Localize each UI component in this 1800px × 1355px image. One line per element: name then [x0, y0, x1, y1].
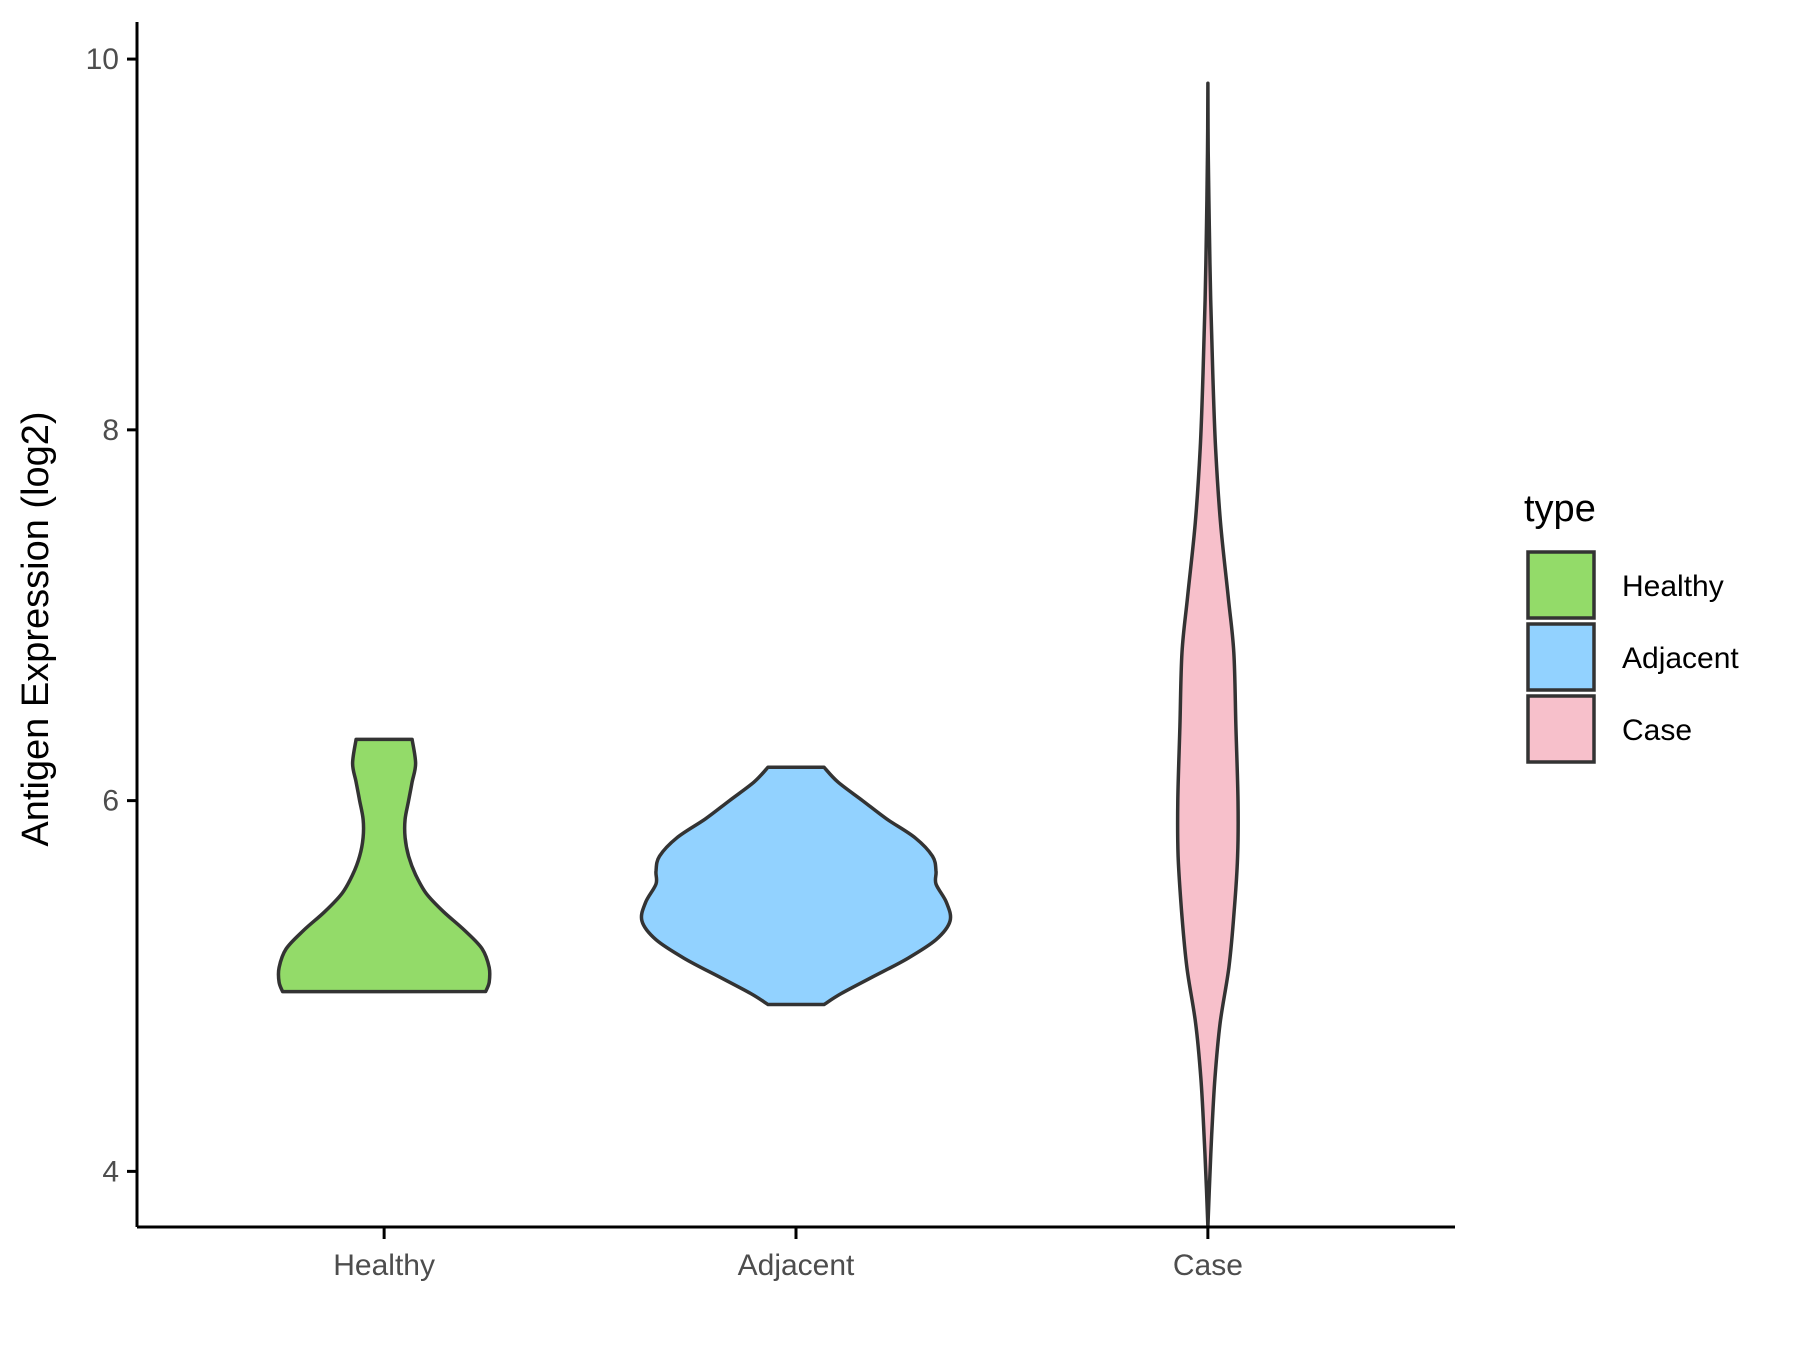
legend-key-case	[1526, 694, 1596, 764]
legend-key-healthy	[1526, 550, 1596, 620]
y-tick-label: 10	[86, 43, 119, 76]
y-tick-label: 6	[102, 785, 119, 818]
y-tick-label: 4	[102, 1155, 119, 1188]
legend-items: Healthy Adjacent Case	[1526, 550, 1739, 764]
y-tick-label: 8	[102, 414, 119, 447]
legend-label-healthy: Healthy	[1622, 570, 1724, 603]
y-axis-title: Antigen Expression (log2)	[15, 411, 57, 846]
x-tick-label-adjacent: Adjacent	[738, 1249, 855, 1282]
axes-group: 4 6 8 10 Healthy Adjacent Case	[86, 22, 1455, 1282]
x-tick-label-case: Case	[1173, 1249, 1243, 1282]
legend-label-adjacent: Adjacent	[1622, 642, 1739, 675]
x-axis-ticks: Healthy Adjacent Case	[333, 1227, 1243, 1282]
violins-group	[276, 81, 1240, 1229]
legend-title: type	[1524, 488, 1596, 530]
violin-adjacent	[639, 765, 953, 1007]
y-axis-ticks: 4 6 8 10	[86, 43, 137, 1188]
violin-healthy	[276, 737, 492, 994]
legend-key-adjacent	[1526, 622, 1596, 692]
legend: type Healthy Adjacent Case	[1524, 488, 1739, 764]
x-tick-label-healthy: Healthy	[333, 1249, 435, 1282]
legend-label-case: Case	[1622, 714, 1692, 747]
violin-case	[1175, 81, 1240, 1229]
